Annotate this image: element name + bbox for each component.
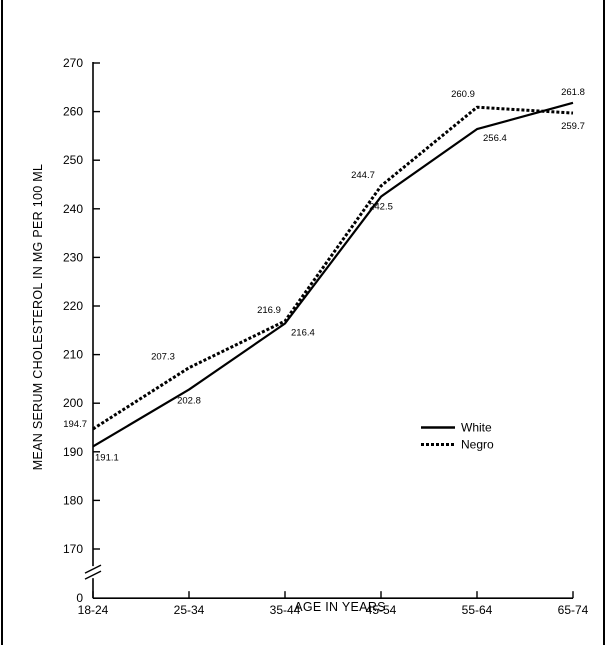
data-label-white: 242.5: [369, 202, 393, 213]
data-labels-layer: 191.1 202.8 216.4 242.5 256.4 261.8 194.7 207.3…: [63, 87, 585, 464]
data-label-negro: 244.7: [351, 170, 375, 181]
y-tick-label: 200: [63, 396, 83, 410]
legend: White Negro: [421, 421, 494, 452]
y-tick-label: 240: [63, 202, 83, 216]
data-label-negro: 259.7: [561, 121, 585, 132]
data-label-white: 202.8: [177, 396, 201, 407]
axis-break-mark: [84, 564, 102, 574]
legend-label-white: White: [461, 421, 492, 435]
series-layer: [92, 101, 574, 448]
data-label-negro: 260.9: [451, 89, 475, 100]
y-tick-label: 230: [63, 250, 83, 264]
y-tick-label: 190: [63, 445, 83, 459]
data-label-negro: 194.7: [63, 419, 87, 430]
data-label-negro: 216.9: [257, 305, 281, 316]
y-tick-label-zero: 0: [76, 591, 83, 605]
data-label-white: 256.4: [483, 133, 507, 144]
x-tick-label: 55-64: [462, 603, 493, 617]
y-tick-label: 220: [63, 299, 83, 313]
axes: 170 180 190 200 210 220 230 240 250 260 270 018-24 2…: [31, 56, 589, 617]
x-tick-label: 35-44: [270, 603, 301, 617]
data-label-white: 191.1: [95, 452, 119, 463]
data-label-white: 216.4: [291, 327, 315, 338]
data-label-negro: 207.3: [151, 352, 175, 363]
series-line-white: [92, 101, 574, 448]
y-tick-label: 180: [63, 493, 83, 507]
series-line-negro: [92, 105, 574, 431]
y-tick-label: 210: [63, 348, 83, 362]
x-tick-label: 25-34: [174, 603, 205, 617]
line-chart: 170 180 190 200 210 220 230 240 250 260 270 018-24 2…: [31, 56, 589, 617]
y-tick-label: 270: [63, 56, 83, 70]
x-axis-title: AGE IN YEARS: [294, 600, 386, 614]
x-tick-label: 65-74: [558, 603, 589, 617]
x-tick-label: 45-54: [366, 603, 397, 617]
y-tick-label: 260: [63, 105, 83, 119]
legend-label-negro: Negro: [461, 438, 494, 452]
y-axis-title: MEAN SERUM CHOLESTEROL IN MG PER 100 ML: [31, 164, 45, 470]
y-tick-label: 170: [63, 542, 83, 556]
data-label-white: 261.8: [561, 87, 585, 98]
x-tick-label: 18-24: [78, 603, 109, 617]
axis-break-mark: [84, 570, 102, 580]
y-tick-label: 250: [63, 153, 83, 167]
